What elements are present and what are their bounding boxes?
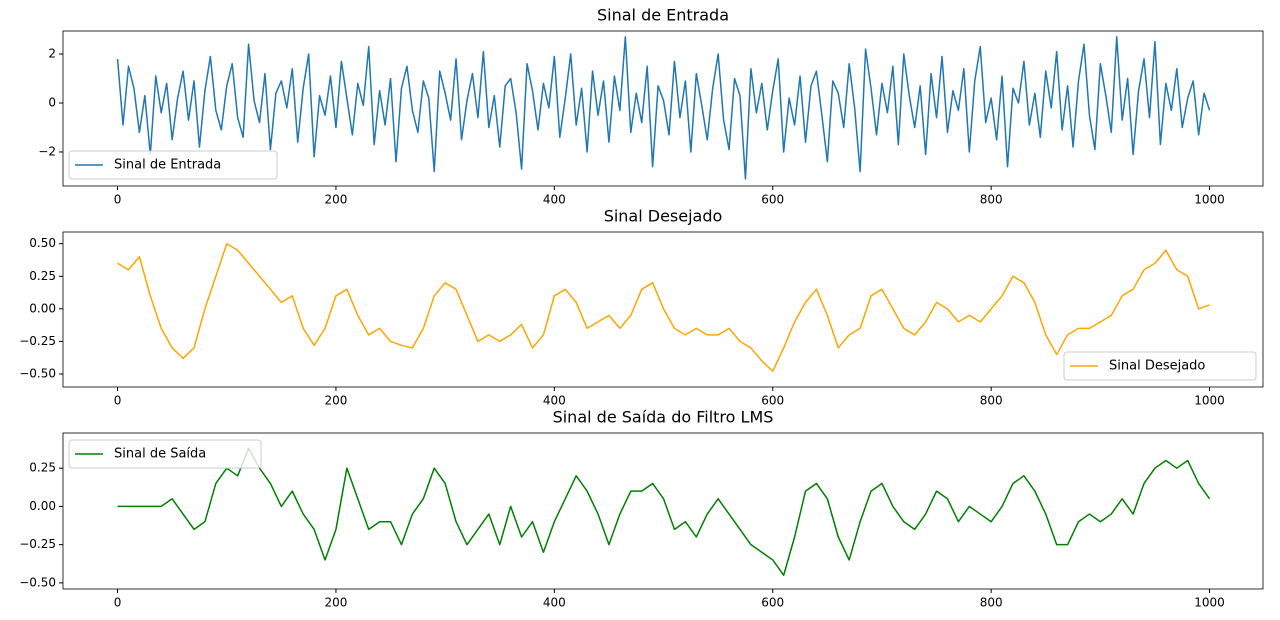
y-tick-label: −0.25 [19, 537, 56, 551]
y-tick-label: 0.00 [29, 301, 56, 315]
y-tick-label: −0.50 [19, 366, 56, 380]
line-series [116, 36, 1211, 180]
legend-label: Sinal de Entrada [114, 158, 221, 173]
legend-label: Sinal de Saída [114, 447, 206, 462]
y-tick-label: −0.50 [19, 575, 56, 589]
x-tick-label: 800 [980, 193, 1003, 207]
y-tick-label: −0.25 [19, 334, 56, 348]
y-tick-label: −2 [38, 144, 56, 158]
legend-box [68, 150, 278, 180]
x-tick-label: 200 [324, 394, 347, 408]
legend-box [1063, 351, 1257, 381]
x-tick-label: 0 [114, 193, 122, 207]
x-tick-label: 800 [980, 596, 1003, 610]
y-tick-label: 2 [48, 47, 56, 61]
x-tick-label: 1000 [1194, 596, 1225, 610]
x-tick-label: 600 [761, 193, 784, 207]
x-tick-label: 1000 [1194, 193, 1225, 207]
chart-title: Sinal de Saída do Filtro LMS [553, 408, 774, 427]
x-tick-label: 400 [543, 596, 566, 610]
axes-frame [62, 231, 1264, 388]
y-tick-label: 0.50 [29, 236, 56, 250]
line-series [117, 447, 1211, 576]
chart-title: Sinal Desejado [604, 207, 723, 226]
chart-title: Sinal de Entrada [597, 6, 729, 25]
legend-label: Sinal Desejado [1109, 359, 1205, 374]
x-tick-label: 0 [114, 596, 122, 610]
plot-area [117, 447, 1211, 576]
x-tick-label: 800 [980, 394, 1003, 408]
y-tick-label: 0.25 [29, 461, 56, 475]
plot-area [117, 242, 1210, 373]
x-tick-label: 200 [324, 193, 347, 207]
x-tick-label: 400 [543, 394, 566, 408]
plot-area [116, 36, 1211, 180]
y-tick-label: 0.00 [29, 499, 56, 513]
line-series [117, 242, 1210, 373]
x-tick-label: 400 [543, 193, 566, 207]
x-tick-label: 1000 [1194, 394, 1225, 408]
legend-box [68, 439, 262, 469]
x-tick-label: 200 [324, 596, 347, 610]
y-tick-label: 0 [48, 95, 56, 109]
x-tick-label: 0 [114, 394, 122, 408]
x-tick-label: 600 [761, 596, 784, 610]
axes-frame [62, 30, 1264, 187]
axes-frame [62, 432, 1264, 590]
y-tick-label: 0.25 [29, 269, 56, 283]
x-tick-label: 600 [761, 394, 784, 408]
